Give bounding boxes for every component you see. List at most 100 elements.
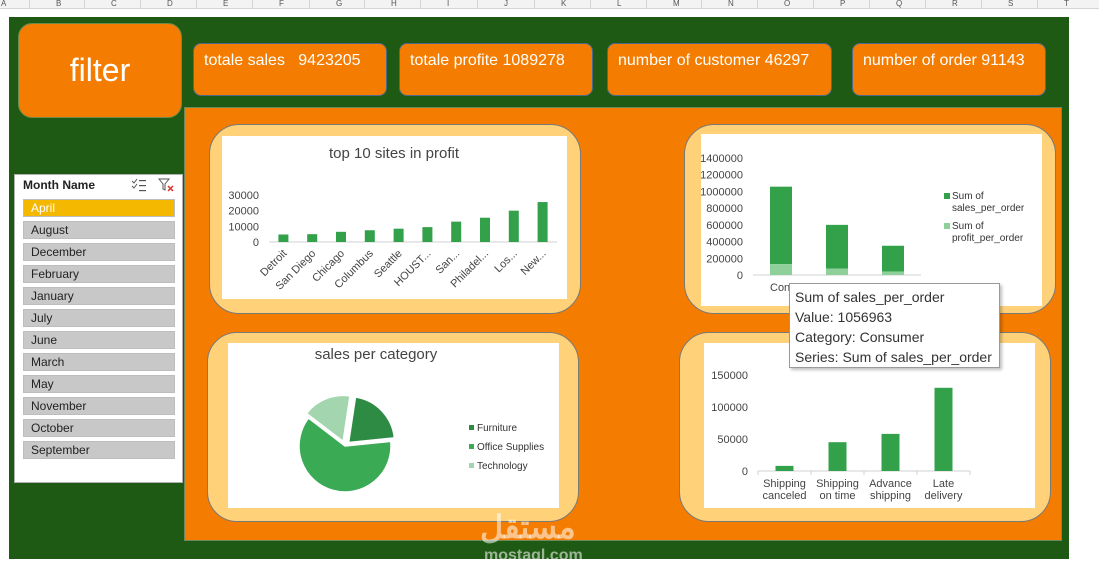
column-letter[interactable]: Q	[896, 0, 903, 8]
slicer-item-june[interactable]: June	[23, 331, 175, 349]
bar[interactable]	[537, 202, 548, 242]
column-divider	[646, 0, 647, 9]
kpi-total-sales: totale sales 9423205	[193, 43, 387, 96]
y-tick-label: 1200000	[701, 170, 743, 182]
bar[interactable]	[881, 433, 900, 471]
bar[interactable]	[307, 234, 318, 242]
x-tick-label: Advance	[869, 478, 912, 490]
column-divider	[590, 0, 591, 9]
x-tick-label: New...	[519, 248, 549, 278]
column-letter[interactable]: F	[279, 0, 284, 8]
column-letter[interactable]: M	[673, 0, 680, 8]
column-divider	[534, 0, 535, 9]
pie-slice[interactable]	[347, 396, 396, 444]
y-tick-label: 30000	[228, 190, 259, 202]
column-letter[interactable]: T	[1064, 0, 1069, 8]
slicer-item-july[interactable]: July	[23, 309, 175, 327]
chart-shipping[interactable]: 0 50000 100000 150000 Shipping canceled Shippi…	[704, 343, 1035, 508]
slicer-item-december[interactable]: December	[23, 243, 175, 261]
bar[interactable]	[775, 465, 794, 471]
slicer-item-october[interactable]: October	[23, 419, 175, 437]
column-divider	[29, 0, 30, 9]
column-letter[interactable]: N	[728, 0, 734, 8]
legend-swatch	[944, 223, 950, 229]
chart-top-sites-svg: top 10 sites in profit0100002000030000De…	[228, 145, 557, 292]
slicer-item-may[interactable]: May	[23, 375, 175, 393]
bar-sales[interactable]	[882, 245, 904, 272]
column-letter[interactable]: H	[391, 0, 397, 8]
y-tick-label: 200000	[706, 253, 743, 265]
slicer-item-september[interactable]: September	[23, 441, 175, 459]
bar[interactable]	[278, 234, 289, 242]
bar[interactable]	[480, 217, 490, 242]
slicer-item-february[interactable]: February	[23, 265, 175, 283]
slicer-title: Month Name	[23, 178, 95, 192]
legend-label: Sum of	[952, 191, 984, 202]
tooltip-value-line: Value: 1056963	[795, 309, 893, 325]
column-letter[interactable]: K	[561, 0, 567, 8]
y-tick-label: 20000	[228, 206, 259, 218]
column-letter[interactable]: S	[1008, 0, 1014, 8]
y-tick-label: 600000	[706, 220, 743, 232]
pie-slice[interactable]	[298, 417, 392, 493]
bar[interactable]	[934, 387, 953, 471]
column-letter[interactable]: A	[1, 0, 7, 8]
chart-sales-per-category[interactable]: sales per category Furniture Office Suppli…	[228, 343, 559, 508]
y-tick-label: 400000	[706, 237, 743, 249]
y-tick-label: 50000	[717, 434, 748, 446]
chart-top-sites[interactable]: top 10 sites in profit 0 10000 20000 30000 De…	[222, 136, 567, 299]
x-tick-label: delivery	[925, 490, 963, 502]
legend-label: Furniture	[477, 423, 517, 434]
column-letter[interactable]: R	[952, 0, 958, 8]
column-letter[interactable]: B	[56, 0, 62, 8]
bar[interactable]	[422, 227, 433, 242]
slicer-item-march[interactable]: March	[23, 353, 175, 371]
column-divider	[196, 0, 197, 9]
slicer-item-november[interactable]: November	[23, 397, 175, 415]
x-tick-label: Shipping	[763, 478, 806, 490]
x-tick-label: on time	[819, 490, 855, 502]
watermark-url: mostaql.com	[484, 547, 583, 564]
pie-slice[interactable]	[305, 394, 351, 443]
bar[interactable]	[508, 210, 519, 242]
kpi-number-of-orders: number of order 91143	[852, 43, 1046, 96]
slicer-item-january[interactable]: January	[23, 287, 175, 305]
x-tick-label: Los...	[492, 248, 520, 276]
y-tick-label: 800000	[706, 203, 743, 215]
column-divider	[869, 0, 870, 9]
bar[interactable]	[364, 230, 375, 242]
column-letter[interactable]: C	[111, 0, 117, 8]
multi-select-icon[interactable]	[131, 178, 147, 192]
bar[interactable]	[393, 228, 404, 242]
clear-filter-icon[interactable]	[157, 178, 174, 192]
column-letter[interactable]: P	[840, 0, 846, 8]
slicer-item-april[interactable]: April	[23, 199, 175, 217]
chart-sales-profit-segment-svg: 0 200000 400000 600000 800000 1000000 1200000 1…	[700, 153, 1025, 294]
column-letter[interactable]: O	[784, 0, 791, 8]
bar[interactable]	[451, 221, 462, 242]
bar-sales[interactable]	[770, 186, 792, 265]
y-tick-label: 1400000	[701, 153, 743, 165]
bar[interactable]	[336, 231, 346, 242]
column-letter[interactable]: I	[447, 0, 450, 8]
column-letter[interactable]: L	[617, 0, 622, 8]
y-tick-label: 1000000	[701, 186, 743, 198]
bar-profit[interactable]	[882, 271, 904, 275]
bar[interactable]	[828, 442, 847, 471]
bar-profit[interactable]	[770, 264, 792, 275]
chart-sales-profit-segment[interactable]: 0 200000 400000 600000 800000 1000000 1200000 1…	[700, 134, 1042, 306]
column-divider	[309, 0, 310, 9]
bar-sales[interactable]	[826, 224, 848, 269]
slicer-item-august[interactable]: August	[23, 221, 175, 239]
legend-swatch	[469, 463, 474, 468]
column-letter[interactable]: E	[223, 0, 229, 8]
filter-button[interactable]: filter	[18, 23, 182, 118]
x-tick-label: Late	[933, 478, 954, 490]
tooltip-series-name-line: Series: Sum of sales_per_order	[795, 349, 992, 365]
column-letter[interactable]: G	[336, 0, 343, 8]
column-letter[interactable]: D	[167, 0, 173, 8]
x-tick-label: Shipping	[816, 478, 859, 490]
legend-label: Sum of	[952, 221, 984, 232]
bar-profit[interactable]	[826, 268, 848, 275]
column-letter[interactable]: J	[504, 0, 508, 8]
